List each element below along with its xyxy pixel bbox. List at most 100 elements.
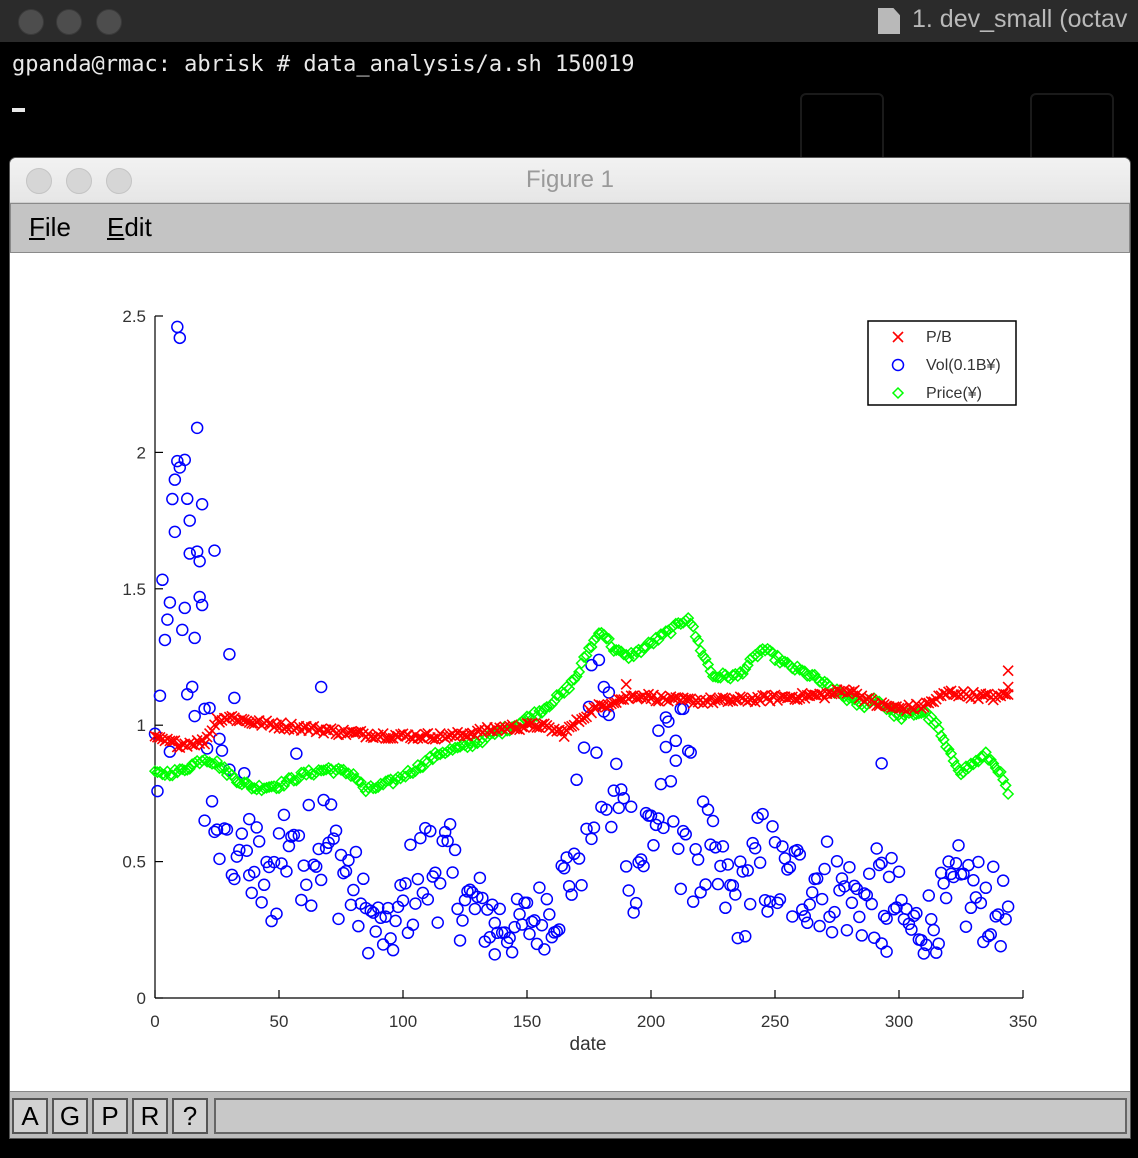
price-point	[1002, 787, 1015, 801]
vol-point	[436, 834, 449, 848]
price-point	[156, 768, 169, 781]
price-point	[570, 670, 583, 683]
vol-point	[153, 689, 167, 702]
vol-point	[974, 896, 988, 910]
vol-point	[592, 653, 606, 667]
vol-point	[471, 890, 484, 904]
toolbar-button-g[interactable]: G	[52, 1098, 88, 1134]
price-point	[858, 701, 871, 714]
price-point	[778, 655, 791, 668]
vol-point	[647, 839, 660, 852]
vol-point	[679, 828, 692, 841]
figure-close-button[interactable]	[26, 168, 52, 194]
vol-point	[657, 821, 670, 835]
price-point	[803, 669, 816, 683]
vol-point	[332, 912, 345, 926]
figure-titlebar[interactable]: Figure 1	[10, 158, 1130, 203]
pb-point	[1002, 681, 1014, 693]
toolbar-button-help[interactable]: ?	[172, 1098, 208, 1134]
pb-point	[414, 731, 426, 743]
vol-point	[867, 931, 881, 944]
price-point	[540, 700, 553, 713]
vol-point	[587, 821, 601, 834]
vol-point	[250, 821, 263, 834]
menu-file[interactable]: File	[29, 212, 71, 242]
vol-point	[242, 812, 256, 826]
y-tick-label: 1	[137, 716, 146, 735]
vol-point	[171, 320, 184, 334]
vol-point	[686, 895, 700, 908]
vol-point	[270, 907, 283, 920]
pb-point	[385, 732, 397, 744]
price-point	[699, 652, 712, 665]
vol-point	[493, 902, 506, 916]
plot-canvas[interactable]: 0 50 100 150 200 250 300 350 0 0.5 1 1.5 2 2.5 P/B Vo…	[10, 253, 1130, 1091]
close-window-button[interactable]	[18, 9, 44, 35]
vol-point	[669, 734, 683, 748]
vol-point	[364, 904, 378, 918]
x-tick-label: 250	[761, 1012, 789, 1031]
vol-point	[543, 908, 556, 921]
vol-point	[560, 851, 573, 864]
vol-point	[312, 842, 325, 856]
vol-point	[307, 858, 320, 871]
pb-point	[980, 688, 992, 701]
vol-point	[297, 859, 311, 872]
vol-point	[577, 741, 591, 754]
price-point	[441, 745, 454, 758]
vol-point	[426, 870, 440, 883]
price-point	[942, 743, 955, 756]
figure-zoom-button[interactable]	[106, 168, 132, 194]
vol-point	[304, 899, 318, 912]
vol-point	[523, 927, 536, 941]
vol-point	[188, 709, 201, 723]
vol-point	[667, 815, 680, 828]
vol-point	[771, 896, 784, 910]
vol-point	[456, 914, 469, 927]
vol-point	[168, 525, 182, 539]
vol-point	[490, 926, 504, 940]
price-point	[528, 705, 541, 719]
vol-point	[875, 937, 888, 950]
vol-point	[741, 864, 754, 877]
vol-point	[726, 879, 740, 892]
price-point	[461, 741, 474, 754]
pb-point	[680, 693, 692, 705]
vol-point	[314, 680, 328, 694]
price-point	[205, 757, 219, 770]
vol-point	[875, 757, 888, 770]
toolbar-button-p[interactable]: P	[92, 1098, 128, 1134]
vol-point	[922, 889, 936, 902]
vol-point	[555, 859, 568, 873]
document-icon	[878, 8, 900, 34]
pb-point	[893, 702, 905, 714]
vol-point	[815, 892, 829, 906]
pb-point	[608, 697, 620, 709]
menu-edit[interactable]: Edit	[107, 212, 152, 242]
vol-point	[669, 754, 683, 767]
toolbar-button-a[interactable]: A	[12, 1098, 48, 1134]
zoom-window-button[interactable]	[96, 9, 122, 35]
vol-point	[676, 702, 690, 716]
terminal-titlebar: 1. dev_small (octav	[0, 0, 1138, 43]
vol-point	[404, 838, 417, 851]
vol-point	[610, 757, 623, 771]
x-tick-label: 50	[270, 1012, 289, 1031]
vol-point	[652, 812, 665, 825]
vol-point	[203, 701, 216, 715]
figure-minimize-button[interactable]	[66, 168, 92, 194]
price-point	[982, 753, 995, 766]
vol-point	[376, 938, 390, 951]
price-point	[277, 779, 291, 792]
minimize-window-button[interactable]	[56, 9, 82, 35]
vol-point	[535, 918, 549, 932]
toolbar-button-r[interactable]: R	[132, 1098, 168, 1134]
vol-point	[979, 881, 993, 895]
price-point	[337, 763, 350, 776]
vol-point	[585, 658, 598, 672]
terminal-title: 1. dev_small (octav	[912, 5, 1128, 33]
vol-point	[709, 841, 722, 854]
price-point	[949, 759, 963, 772]
price-point	[466, 740, 479, 753]
vol-point	[520, 896, 534, 909]
